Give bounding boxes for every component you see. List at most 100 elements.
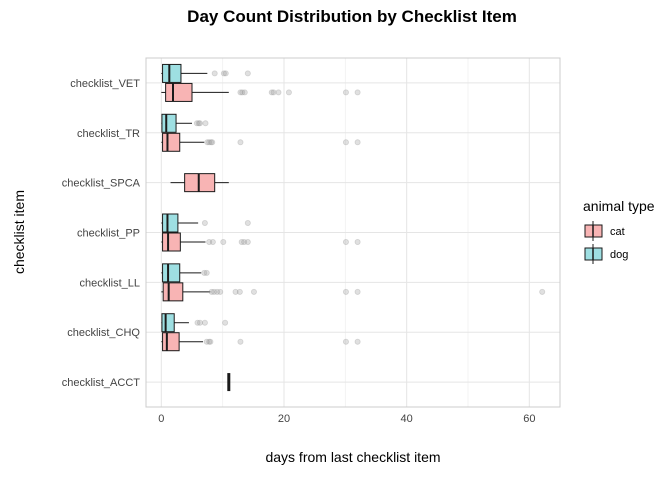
outlier-point — [211, 288, 218, 295]
panel-border — [145, 57, 561, 408]
outlier-point — [195, 120, 202, 127]
y-tick-label: checklist_PP — [77, 228, 140, 240]
outlier-point — [201, 269, 208, 276]
x-axis-label: days from last checklist item — [265, 449, 440, 465]
outlier-point — [237, 338, 244, 345]
outlier-point — [202, 120, 209, 127]
outlier-point — [211, 70, 218, 77]
outlier-point — [237, 139, 244, 146]
box-checklist_SPCA-cat — [170, 173, 229, 193]
outlier-point — [209, 238, 216, 245]
box-body — [162, 232, 181, 252]
y-tick-label: checklist_CHQ — [67, 327, 140, 339]
outlier-point — [204, 139, 211, 146]
box-layer — [161, 63, 546, 392]
legend-label: dog — [610, 249, 628, 261]
outlier-point — [206, 238, 213, 245]
outlier-point — [239, 89, 246, 96]
outlier-point — [285, 89, 292, 96]
outlier-point — [214, 288, 221, 295]
outlier-point — [196, 319, 203, 326]
box-checklist_PP-dog — [161, 213, 251, 233]
outlier-point — [220, 238, 227, 245]
outlier-point — [206, 338, 213, 345]
outlier-point — [354, 288, 361, 295]
x-tick-label: 40 — [401, 413, 413, 425]
box-body — [162, 282, 184, 302]
outlier-point — [241, 89, 248, 96]
box-body — [161, 113, 177, 133]
outlier-point — [220, 70, 227, 77]
box-checklist_VET-dog — [161, 63, 251, 83]
x-tick-label: 20 — [278, 413, 290, 425]
box-body — [161, 313, 175, 333]
outlier-point — [208, 288, 215, 295]
outlier-point — [201, 219, 208, 226]
outlier-point — [244, 238, 251, 245]
outlier-point — [201, 319, 208, 326]
grid-lines — [146, 58, 560, 407]
outlier-point — [342, 139, 349, 146]
outlier-point — [539, 288, 546, 295]
legend-label: cat — [610, 226, 625, 238]
box-checklist_LL-dog — [161, 263, 210, 283]
outlier-point — [237, 89, 244, 96]
legend-entry-cat: cat — [584, 221, 625, 241]
box-checklist_CHQ-cat — [161, 332, 361, 352]
outlier-point — [354, 139, 361, 146]
x-tick-label: 60 — [523, 413, 535, 425]
outlier-point — [354, 338, 361, 345]
y-axis-label: checklist item — [11, 190, 27, 274]
y-tick-label: checklist_SPCA — [62, 178, 141, 190]
y-tick-label: checklist_TR — [77, 128, 140, 140]
box-checklist_CHQ-dog — [161, 313, 229, 333]
y-tick-label: checklist_LL — [79, 277, 140, 289]
box-checklist_PP-cat — [161, 232, 361, 252]
y-tick-label: checklist_VET — [70, 78, 140, 90]
outlier-point — [203, 338, 210, 345]
outlier-point — [207, 338, 214, 345]
outlier-point — [275, 89, 282, 96]
chart-title: Day Count Distribution by Checklist Item — [187, 7, 517, 26]
outlier-point — [241, 238, 248, 245]
box-checklist_TR-cat — [161, 132, 361, 152]
outlier-point — [208, 139, 215, 146]
outlier-point — [238, 238, 245, 245]
outlier-point — [244, 70, 251, 77]
outlier-point — [250, 288, 257, 295]
outlier-point — [222, 319, 229, 326]
box-body — [162, 63, 182, 83]
outlier-point — [342, 238, 349, 245]
x-tick-label: 0 — [158, 413, 164, 425]
box-body — [162, 332, 180, 352]
x-tick-labels: 0 20 40 60 — [158, 413, 535, 425]
outlier-point — [222, 70, 229, 77]
legend-entry-dog: dog — [584, 244, 628, 264]
outlier-point — [196, 120, 203, 127]
outlier-point — [342, 288, 349, 295]
outlier-point — [209, 139, 216, 146]
outlier-point — [342, 89, 349, 96]
box-body — [162, 263, 181, 283]
outlier-point — [270, 89, 277, 96]
outlier-point — [236, 288, 243, 295]
box-body — [165, 82, 193, 102]
y-tick-label: checklist_ACCT — [62, 377, 141, 389]
box-body — [162, 213, 179, 233]
outlier-point — [232, 288, 239, 295]
legend: animal type cat dog — [583, 198, 655, 264]
box-checklist_TR-dog — [161, 113, 209, 133]
outlier-point — [354, 89, 361, 96]
box-checklist_VET-cat — [161, 82, 361, 102]
outlier-point — [342, 338, 349, 345]
outlier-point — [268, 89, 275, 96]
outlier-point — [203, 269, 210, 276]
y-tick-labels: checklist_VET checklist_TR checklist_SPCAc… — [62, 78, 141, 389]
outlier-point — [217, 288, 224, 295]
outlier-point — [354, 238, 361, 245]
legend-title: animal type — [583, 198, 655, 214]
box-body — [162, 132, 181, 152]
outlier-point — [206, 139, 213, 146]
outlier-point — [244, 219, 251, 226]
